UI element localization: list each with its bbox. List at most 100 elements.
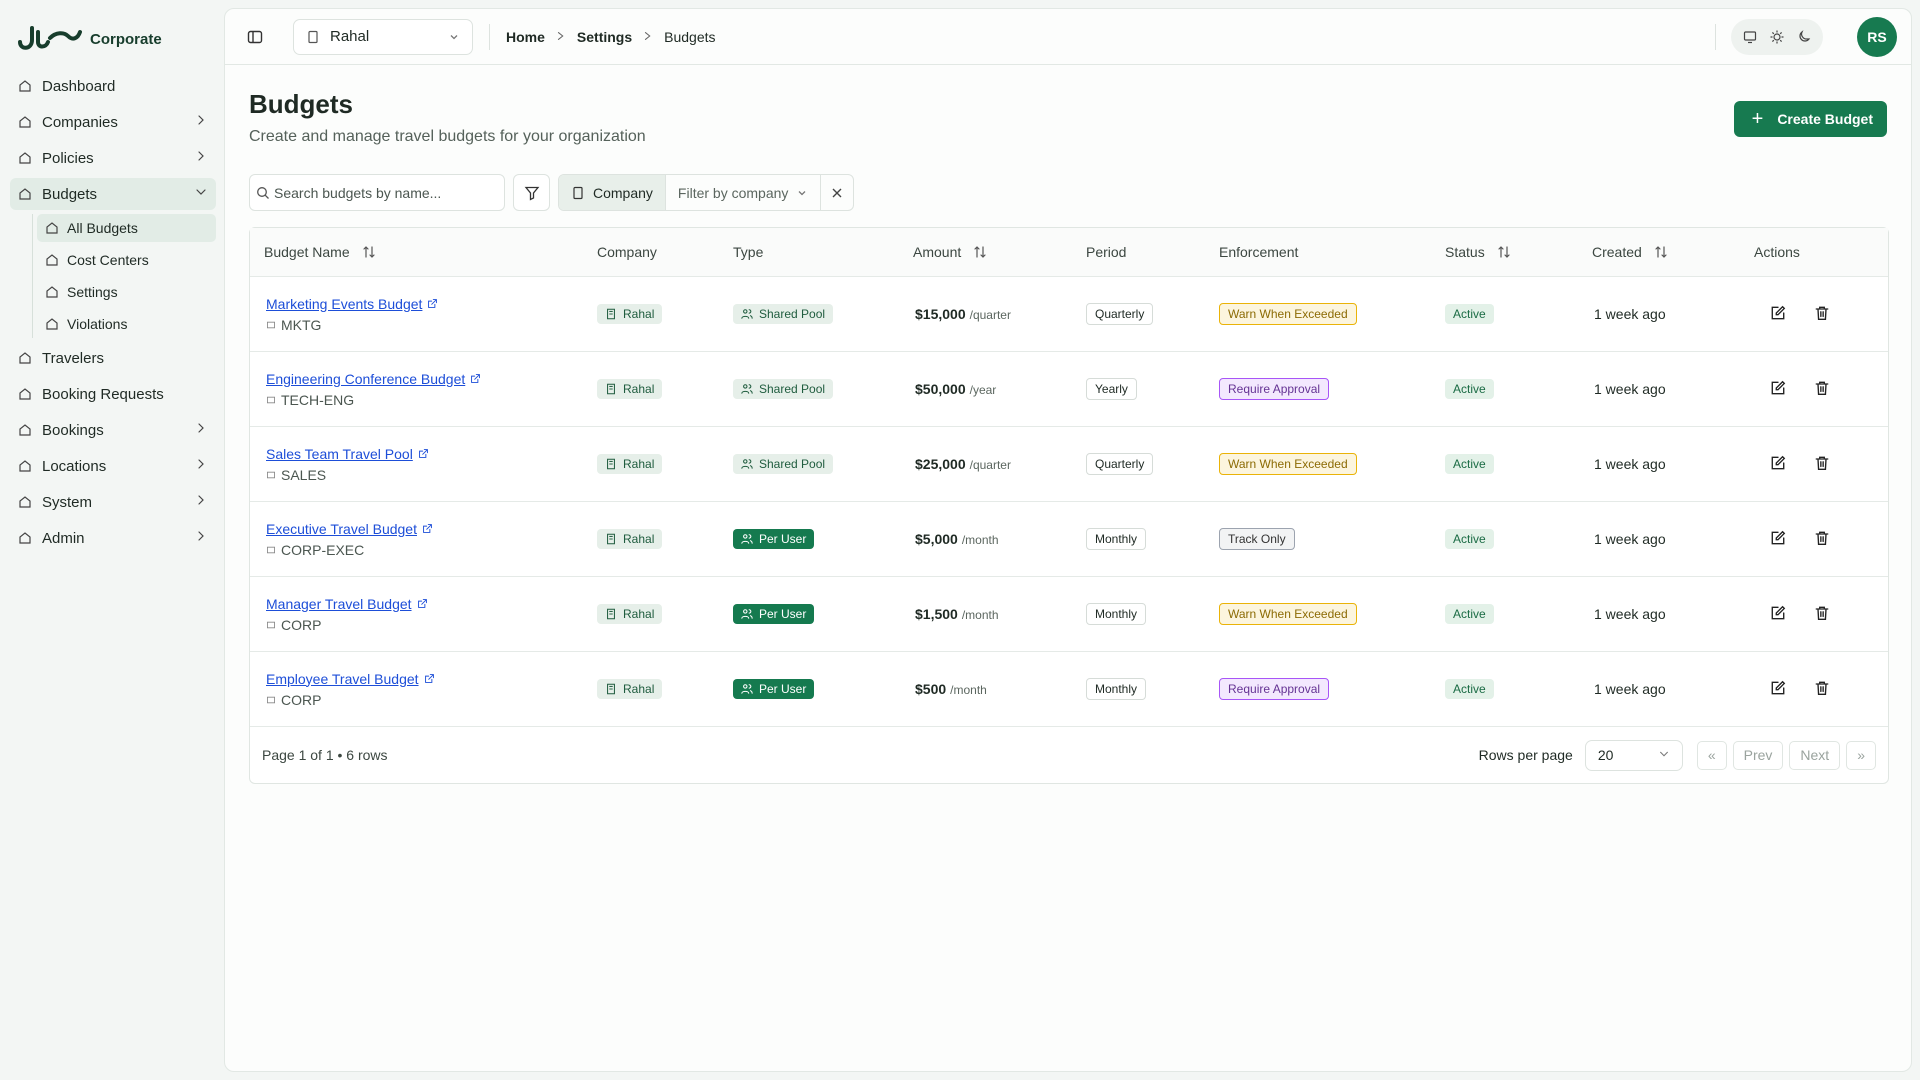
first-button[interactable]: « — [1696, 740, 1727, 770]
icon — [267, 396, 275, 403]
delete-button[interactable] — [1814, 680, 1830, 699]
rows-per-page: 20 — [1597, 747, 1614, 763]
clear-filter[interactable] — [820, 175, 853, 210]
separator — [489, 23, 490, 50]
nav-item[interactable]: Booking Requests — [10, 378, 216, 410]
chevron — [194, 149, 208, 167]
type-cell: Per User — [733, 529, 913, 549]
budget-link[interactable]: Manager Travel Budget — [266, 596, 597, 612]
avatar[interactable]: RS — [1857, 17, 1897, 57]
create-button[interactable]: + Create Budget — [1733, 101, 1887, 137]
chevron — [450, 34, 458, 39]
subnav-item[interactable]: Settings — [37, 278, 216, 306]
nav-item[interactable]: Budgets — [10, 178, 216, 210]
company-badge: Rahal — [597, 529, 663, 549]
icon — [418, 449, 428, 458]
dark-icon[interactable] — [1797, 30, 1811, 44]
nav-item[interactable]: Locations — [10, 450, 216, 482]
company-filter-select[interactable]: Filter by company — [666, 175, 820, 210]
status-cell: Active — [1445, 679, 1592, 699]
column-header: Type — [733, 244, 913, 260]
icon — [198, 495, 204, 505]
budget-link[interactable]: Employee Travel Budget — [266, 671, 597, 687]
company-filter[interactable]: Company Filter by company — [558, 174, 855, 211]
icon — [607, 383, 615, 395]
search-input[interactable]: Search budgets by name... — [249, 174, 505, 211]
icon — [974, 246, 986, 258]
nav-item[interactable]: Companies — [10, 106, 216, 138]
subnav-label: All Budgets — [67, 220, 138, 236]
header: Rahal Home Settings Budgets RS — [225, 9, 1911, 65]
company-cell: Rahal — [597, 604, 733, 624]
edit-button[interactable] — [1770, 680, 1786, 699]
icon — [267, 471, 275, 478]
page-title: Budgets — [249, 89, 353, 119]
column-header[interactable]: Budget Name — [264, 244, 597, 260]
delete-button[interactable] — [1814, 380, 1830, 399]
rows-per-page-select[interactable]: 20 — [1584, 739, 1683, 771]
nav-item[interactable]: Bookings — [10, 414, 216, 446]
nav-item[interactable]: Policies — [10, 142, 216, 174]
edit-button[interactable] — [1770, 380, 1786, 399]
nav-item[interactable]: Dashboard — [10, 70, 216, 102]
delete-button[interactable] — [1814, 305, 1830, 324]
icon — [1659, 751, 1668, 757]
last-button[interactable]: » — [1846, 740, 1876, 770]
edit-button[interactable] — [1770, 305, 1786, 324]
enforcement-cell: Require Approval — [1219, 378, 1445, 400]
column-header: Company — [597, 244, 733, 260]
company-cell: Rahal — [597, 304, 733, 324]
company-cell: Rahal — [597, 379, 733, 399]
delete-button[interactable] — [1814, 530, 1830, 549]
light-icon[interactable] — [1770, 30, 1784, 44]
icon — [1815, 606, 1829, 620]
edit-button[interactable] — [1770, 605, 1786, 624]
icon — [198, 151, 204, 161]
budget-link[interactable]: Marketing Events Budget — [266, 296, 597, 312]
subnav-item[interactable]: Cost Centers — [37, 246, 216, 274]
icon — [198, 531, 204, 541]
delete-button[interactable] — [1814, 605, 1830, 624]
table-row: Marketing Events Budget MKTG Rahal Shared P… — [250, 277, 1888, 352]
column-header[interactable]: Created — [1592, 244, 1754, 260]
icon — [1771, 605, 1786, 619]
breadcrumb[interactable]: Home — [506, 28, 545, 45]
code-text: TECH-ENG — [281, 391, 355, 408]
period-cell: Monthly — [1086, 603, 1219, 625]
filter-button[interactable] — [513, 174, 550, 211]
theme-switcher[interactable] — [1731, 19, 1823, 55]
column-header[interactable]: Status — [1445, 244, 1592, 260]
budget-link[interactable]: Engineering Conference Budget — [266, 371, 597, 387]
enforcement-cell: Warn When Exceeded — [1219, 453, 1445, 475]
status-badge: Active — [1445, 604, 1494, 624]
subnav-item[interactable]: Violations — [37, 310, 216, 338]
company-select[interactable]: Rahal — [293, 18, 473, 55]
status-cell: Active — [1445, 304, 1592, 324]
sidebar-toggle[interactable] — [247, 29, 263, 45]
next-button[interactable]: Next — [1789, 740, 1841, 770]
column-label: Created — [1592, 244, 1642, 260]
nav-item[interactable]: Travelers — [10, 342, 216, 374]
period-badge: Monthly — [1086, 603, 1147, 625]
prev-button[interactable]: Prev — [1732, 740, 1784, 770]
budget-name: Executive Travel Budget — [266, 520, 417, 537]
type-cell: Per User — [733, 604, 913, 624]
system-icon[interactable] — [1743, 30, 1757, 44]
nav-item[interactable]: System — [10, 486, 216, 518]
amount-cell: $50,000/year — [915, 381, 1086, 397]
column-header[interactable]: Amount — [913, 244, 1086, 260]
breadcrumb[interactable]: Settings — [576, 28, 633, 45]
subnav-item[interactable]: All Budgets — [37, 214, 216, 242]
budget-link[interactable]: Executive Travel Budget — [266, 521, 597, 537]
type-cell: Shared Pool — [733, 379, 913, 399]
nav-item[interactable]: Admin — [10, 522, 216, 554]
icon — [573, 186, 583, 199]
budget-link[interactable]: Sales Team Travel Pool — [266, 446, 597, 462]
edit-button[interactable] — [1770, 530, 1786, 549]
chevron — [194, 113, 208, 131]
period-badge: Quarterly — [1086, 453, 1154, 475]
delete-button[interactable] — [1814, 455, 1830, 474]
edit-button[interactable] — [1770, 455, 1786, 474]
icon — [417, 599, 427, 608]
icon — [1815, 306, 1829, 320]
